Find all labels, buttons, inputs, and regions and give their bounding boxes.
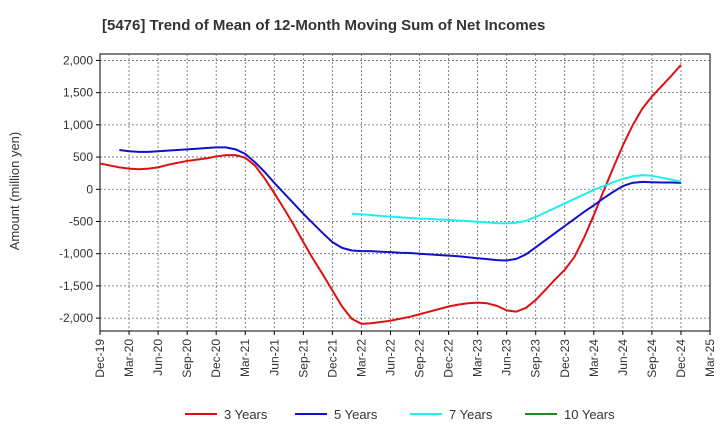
x-tick-label: Dec-22 [442, 339, 456, 378]
x-axis-ticks: Dec-19 Mar-20 Jun-20 Sep-20 Dec-20 Mar-21 Jun-… [93, 331, 717, 378]
x-tick-label: Mar-23 [471, 339, 485, 377]
x-tick-label: Mar-21 [238, 339, 252, 377]
series-line-3-years [99, 64, 682, 325]
legend-item: 10 Years [525, 407, 615, 422]
series-line-7-years [351, 174, 682, 225]
chart-title: [5476] Trend of Mean of 12-Month Moving … [102, 17, 545, 34]
x-tick-label: Dec-20 [209, 339, 223, 378]
x-tick-label: Dec-21 [325, 339, 339, 378]
x-tick-label: Mar-20 [122, 339, 136, 377]
y-tick-label: 2,000 [63, 53, 93, 67]
x-tick-label: Sep-23 [529, 339, 543, 378]
plot-area [99, 53, 711, 332]
legend-item: 5 Years [295, 407, 378, 422]
legend-label: 7 Years [449, 407, 493, 422]
y-axis-ticks: 2,000 1,500 1,000 500 0 -500 -1,000 -1,500 -2,00… [59, 53, 100, 325]
y-tick-label: 1,000 [63, 118, 93, 132]
legend-item: 7 Years [410, 407, 493, 422]
legend: 3 Years 5 Years 7 Years 10 Years [185, 407, 615, 422]
series-lines [99, 64, 682, 325]
x-tick-label: Dec-19 [93, 339, 107, 378]
legend-label: 3 Years [224, 407, 268, 422]
x-tick-label: Jun-24 [616, 339, 630, 376]
x-tick-label: Jun-23 [500, 339, 514, 376]
y-tick-label: -1,500 [59, 279, 93, 293]
x-tick-label: Jun-21 [267, 339, 281, 376]
y-tick-label: 1,500 [63, 86, 93, 100]
legend-label: 5 Years [334, 407, 378, 422]
x-tick-label: Sep-20 [180, 339, 194, 378]
x-tick-label: Jun-20 [151, 339, 165, 376]
x-tick-label: Sep-22 [413, 339, 427, 378]
legend-item: 3 Years [185, 407, 268, 422]
x-tick-label: Jun-22 [383, 339, 397, 376]
y-tick-label: 500 [73, 150, 93, 164]
x-tick-label: Mar-24 [587, 339, 601, 377]
y-tick-label: -500 [69, 214, 93, 228]
y-tick-label: 0 [86, 182, 93, 196]
x-tick-label: Sep-21 [296, 339, 310, 378]
x-tick-label: Dec-24 [674, 339, 688, 378]
x-tick-label: Mar-25 [703, 339, 717, 377]
x-tick-label: Mar-22 [354, 339, 368, 377]
series-line-5-years [119, 146, 681, 262]
y-tick-label: -1,000 [59, 247, 93, 261]
y-tick-label: -2,000 [59, 311, 93, 325]
legend-label: 10 Years [564, 407, 615, 422]
y-axis-label: Amount (million yen) [7, 132, 22, 251]
x-tick-label: Dec-23 [558, 339, 572, 378]
x-tick-label: Sep-24 [645, 339, 659, 378]
